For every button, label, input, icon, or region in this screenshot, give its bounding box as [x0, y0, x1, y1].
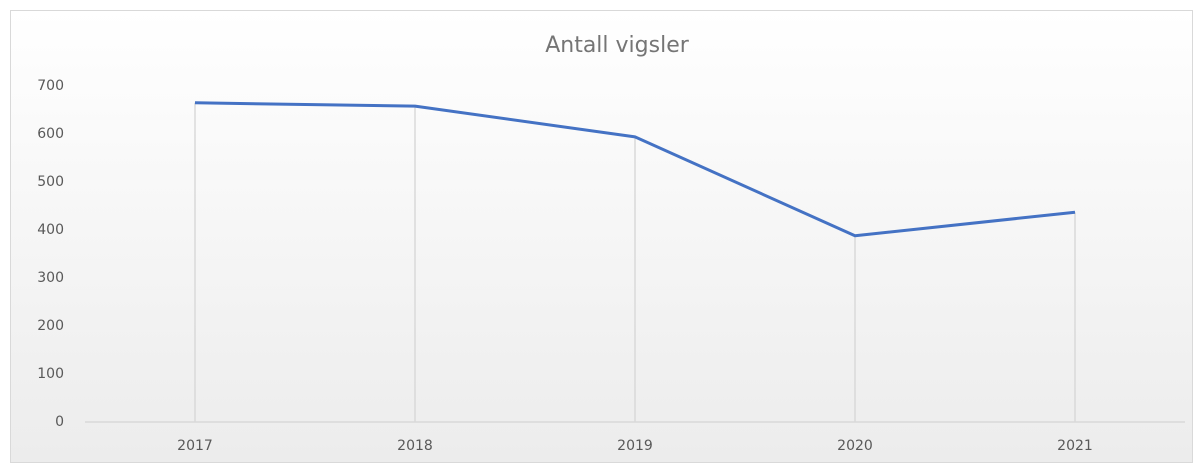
- data-line: [194, 101, 1076, 238]
- x-tick-label: 2021: [1057, 438, 1093, 454]
- x-tick-label: 2019: [617, 438, 653, 454]
- y-tick-label: 700: [37, 78, 64, 94]
- x-tick-label: 2017: [177, 438, 213, 454]
- y-tick-label: 400: [37, 222, 64, 238]
- y-tick-label: 100: [37, 366, 64, 382]
- chart-frame: [10, 10, 1193, 463]
- y-tick-label: 300: [37, 270, 64, 286]
- y-tick-label: 0: [55, 414, 64, 430]
- x-tick-label: 2018: [397, 438, 433, 454]
- x-tick-label: 2020: [837, 438, 873, 454]
- chart-title: Antall vigsler: [545, 33, 690, 58]
- y-tick-label: 500: [37, 174, 64, 190]
- y-tick-label: 600: [37, 126, 64, 142]
- y-tick-label: 200: [37, 318, 64, 334]
